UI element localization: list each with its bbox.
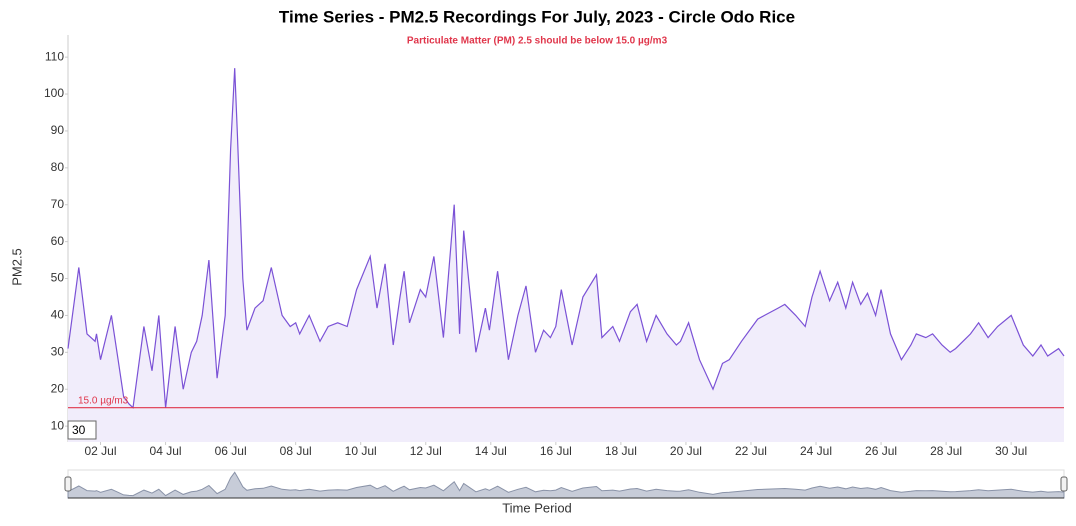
x-tick-label: 22 Jul — [735, 444, 767, 458]
plot: 10 20 30 40 50 60 70 80 90 100 110 02 Jul 04 Jul 06 J… — [44, 35, 1068, 499]
x-tick-label: 20 Jul — [670, 444, 702, 458]
x-tick-label: 04 Jul — [150, 444, 182, 458]
x-tick-label: 16 Jul — [540, 444, 572, 458]
x-tick-label: 10 Jul — [345, 444, 377, 458]
area-fill — [68, 68, 1064, 442]
y-tick-label: 70 — [51, 197, 65, 211]
navigator-area — [67, 471, 1065, 499]
y-tick-label: 80 — [51, 160, 65, 174]
y-tick-label: 90 — [51, 123, 65, 137]
y-tick-label: 50 — [51, 271, 65, 285]
x-tick-label: 18 Jul — [605, 444, 637, 458]
chart-title: Time Series - PM2.5 Recordings For July,… — [279, 7, 795, 26]
y-tick-label: 20 — [51, 381, 65, 395]
y-axis-title: PM2.5 — [9, 248, 24, 286]
series-line — [67, 68, 1065, 409]
x-tick-label: 24 Jul — [800, 444, 832, 458]
x-tick-label: 30 Jul — [995, 444, 1027, 458]
zoom-input[interactable]: 30 — [72, 423, 86, 437]
x-tick-label: 28 Jul — [930, 444, 962, 458]
x-tick-label: 08 Jul — [280, 444, 312, 458]
navigator-handle[interactable] — [64, 476, 72, 492]
threshold-label: 15.0 µg/m3 — [78, 395, 129, 406]
x-tick-label: 14 Jul — [475, 444, 507, 458]
chart-subtitle: Particulate Matter (PM) 2.5 should be be… — [407, 36, 668, 47]
y-tick-label: 110 — [45, 49, 64, 63]
zoom-input-box[interactable] — [67, 420, 97, 440]
y-tick-label: 40 — [51, 308, 65, 322]
x-tick-label: 12 Jul — [410, 444, 442, 458]
x-axis-title: Time Period — [502, 500, 572, 515]
navigator-handle[interactable] — [1060, 476, 1068, 492]
x-tick-label: 06 Jul — [215, 444, 247, 458]
y-tick-label: 100 — [44, 86, 64, 100]
y-tick-label: 60 — [51, 234, 65, 248]
x-tick-label: 02 Jul — [85, 444, 117, 458]
x-tick-label: 26 Jul — [865, 444, 897, 458]
y-tick-label: 30 — [51, 345, 65, 359]
y-tick-label: 10 — [51, 418, 65, 432]
